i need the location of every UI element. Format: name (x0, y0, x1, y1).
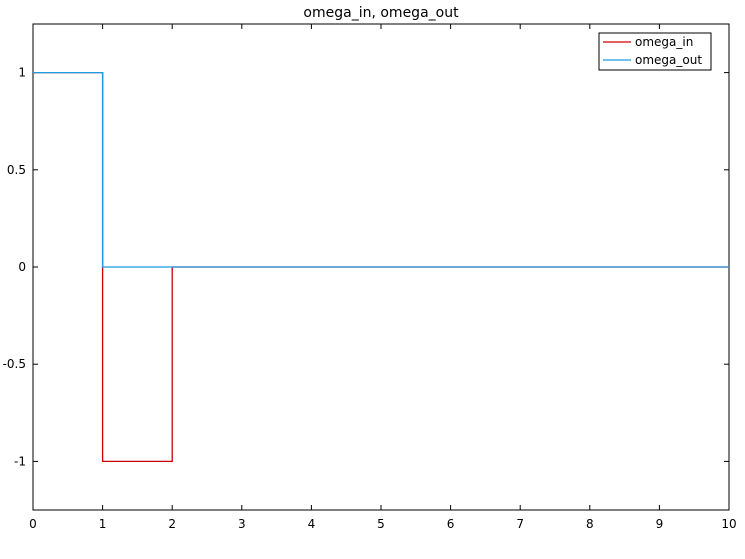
axes: 0 1 2 3 4 5 6 7 8 9 10 1 0.5 0 -0.5 -1 (3, 23, 737, 531)
y-tick-label: 1 (18, 66, 26, 80)
y-tick-label: 0.5 (7, 163, 26, 177)
x-tick-label: 4 (308, 517, 316, 531)
x-tick-label: 0 (29, 517, 37, 531)
x-tick-label: 8 (586, 517, 594, 531)
x-tick-label: 10 (721, 517, 736, 531)
legend-label-omega-in: omega_in (635, 35, 693, 49)
x-tick-label: 7 (516, 517, 524, 531)
x-tick-label: 3 (238, 517, 246, 531)
series-lines (33, 71, 729, 463)
x-tick-label: 1 (99, 517, 107, 531)
x-tick-label: 6 (447, 517, 455, 531)
legend: omega_in omega_out (598, 32, 712, 71)
legend-label-omega-out: omega_out (635, 53, 702, 67)
legend-box (598, 32, 712, 71)
y-tick-label: -0.5 (3, 357, 26, 371)
y-tick-label: -1 (14, 454, 26, 468)
x-tick-label: 2 (168, 517, 176, 531)
series-line-omega-out (33, 71, 729, 268)
x-tick-label: 5 (377, 517, 385, 531)
chart-title: omega_in, omega_out (303, 5, 459, 21)
x-tick-label: 9 (656, 517, 664, 531)
y-tick-label: 0 (18, 260, 26, 274)
